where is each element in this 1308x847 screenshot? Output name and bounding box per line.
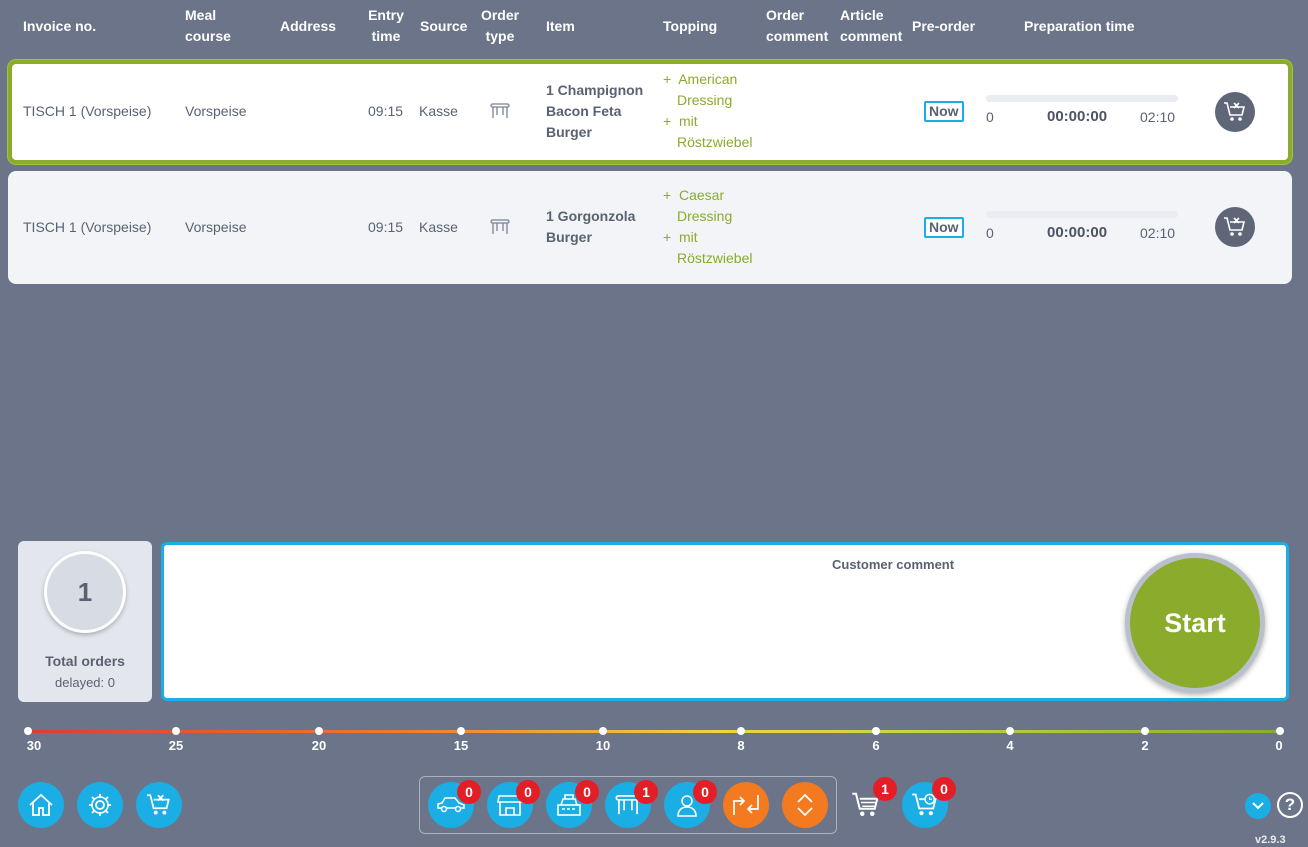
cart-icon — [852, 792, 879, 816]
open-orders-button[interactable] — [848, 788, 884, 822]
row-meal-course: Vorspeise — [185, 103, 247, 119]
timeline-tick-dot — [737, 727, 745, 735]
timeline-tick-label: 10 — [595, 738, 611, 753]
timeline-tick-label: 30 — [26, 738, 42, 753]
swap-view-button[interactable] — [723, 782, 769, 828]
header-entry-time: Entry time — [368, 7, 404, 44]
timeline-tick-dot — [24, 727, 32, 735]
total-orders-panel: 1 Total orders delayed: 0 — [18, 541, 152, 702]
version-label: v2.9.3 — [1255, 834, 1286, 846]
order-row[interactable]: TISCH 1 (Vorspeise) Vorspeise 09:15 Kass… — [8, 171, 1292, 284]
open-orders-count: 1 — [873, 777, 897, 801]
expand-collapse-button[interactable] — [782, 782, 828, 828]
chevron-down-icon — [1252, 802, 1264, 810]
cart-cancel-icon — [1224, 217, 1246, 236]
customer-comment-title: Customer comment — [832, 557, 955, 572]
filter-table-count: 1 — [634, 780, 658, 804]
row-entry-time: 09:15 — [368, 219, 404, 235]
prep-elapsed: 00:00:00 — [1047, 224, 1108, 241]
table-icon — [490, 103, 510, 125]
timeline-tick-label: 4 — [1006, 738, 1014, 753]
person-icon — [677, 795, 697, 817]
customer-comment-box[interactable]: Customer comment — [161, 542, 1289, 701]
timeline-tick-dot — [1141, 727, 1149, 735]
pre-order-badge: Now — [924, 217, 964, 238]
row-invoice: TISCH 1 (Vorspeise) — [23, 219, 152, 235]
timeline-tick-dot — [599, 727, 607, 735]
total-orders-count: 1 — [44, 551, 126, 633]
filter-delivery-count: 0 — [457, 780, 481, 804]
scheduled-orders-count: 0 — [932, 777, 956, 801]
cash-register-icon — [557, 794, 581, 816]
row-source: Kasse — [419, 219, 458, 235]
header-address: Address — [280, 18, 337, 34]
cancel-order-button[interactable] — [1215, 92, 1255, 132]
table-icon — [490, 219, 510, 241]
timeline-tick-dot — [457, 727, 465, 735]
prep-start: 0 — [986, 225, 994, 241]
cart-clock-icon — [912, 793, 937, 816]
settings-button[interactable] — [77, 782, 123, 828]
row-item: 1 Gorgonzola Burger — [546, 208, 636, 245]
timeline-tick-label: 20 — [311, 738, 327, 753]
header-article-comment: Article comment — [840, 7, 903, 44]
start-button[interactable]: Start — [1125, 553, 1265, 693]
cart-cancel-icon — [147, 794, 170, 815]
header-source: Source — [420, 18, 468, 34]
cart-cancel-icon — [1224, 102, 1246, 121]
pre-order-badge: Now — [924, 101, 964, 122]
chevron-up-down-icon — [797, 793, 813, 817]
column-header: Invoice no. Meal course Address Entry ti… — [0, 0, 1308, 56]
timeline-tick-label: 2 — [1141, 738, 1149, 753]
timeline-tick-label: 25 — [168, 738, 184, 753]
dropdown-button[interactable] — [1245, 793, 1271, 819]
timeline-tick-label: 8 — [737, 738, 745, 753]
home-button[interactable] — [18, 782, 64, 828]
header-meal-course: Meal course — [185, 7, 231, 44]
prep-elapsed: 00:00:00 — [1047, 108, 1108, 125]
row-entry-time: 09:15 — [368, 103, 404, 119]
timeline-tick-dot — [172, 727, 180, 735]
order-row[interactable]: TISCH 1 (Vorspeise) Vorspeise 09:15 Kass… — [8, 60, 1292, 164]
cancelled-orders-button[interactable] — [136, 782, 182, 828]
delay-timeline — [28, 730, 1280, 733]
delayed-count: delayed: 0 — [55, 675, 115, 690]
prep-end: 02:10 — [1140, 225, 1176, 241]
timeline-tick-label: 0 — [1275, 738, 1283, 753]
timeline-tick-dot — [872, 727, 880, 735]
header-invoice: Invoice no. — [23, 18, 97, 34]
preparation-progress-bar — [986, 95, 1178, 102]
filter-cashier-count: 0 — [575, 780, 599, 804]
order-type-filters — [419, 776, 837, 834]
header-pre-order: Pre-order — [912, 18, 976, 34]
timeline-tick-dot — [1006, 727, 1014, 735]
row-toppings: + American Dressing + mit Röstzwiebel — [663, 71, 753, 150]
preparation-progress-bar — [986, 211, 1178, 218]
help-button[interactable]: ? — [1277, 792, 1303, 818]
gear-icon — [89, 794, 111, 816]
header-topping: Topping — [663, 18, 718, 34]
header-item: Item — [546, 18, 575, 34]
timeline-tick-label: 15 — [453, 738, 469, 753]
row-meal-course: Vorspeise — [185, 219, 247, 235]
car-icon — [437, 797, 465, 813]
cancel-order-button[interactable] — [1215, 207, 1255, 247]
home-icon — [29, 793, 53, 816]
row-invoice: TISCH 1 (Vorspeise) — [23, 103, 152, 119]
swap-arrows-icon — [733, 795, 759, 815]
header-order-type: Order type — [480, 7, 520, 44]
total-orders-label: Total orders — [45, 653, 125, 669]
timeline-tick-dot — [315, 727, 323, 735]
prep-start: 0 — [986, 109, 994, 125]
prep-end: 02:10 — [1140, 109, 1176, 125]
header-order-comment: Order comment — [766, 7, 829, 44]
filter-person-count: 0 — [693, 780, 717, 804]
filter-takeaway-count: 0 — [516, 780, 540, 804]
header-preparation-time: Preparation time — [1024, 18, 1135, 34]
row-item: 1 Champignon Bacon Feta Burger — [546, 82, 644, 140]
row-toppings: + Caesar Dressing + mit Röstzwiebel — [663, 187, 753, 266]
timeline-tick-dot — [1276, 727, 1284, 735]
row-source: Kasse — [419, 103, 458, 119]
timeline-tick-label: 6 — [872, 738, 880, 753]
